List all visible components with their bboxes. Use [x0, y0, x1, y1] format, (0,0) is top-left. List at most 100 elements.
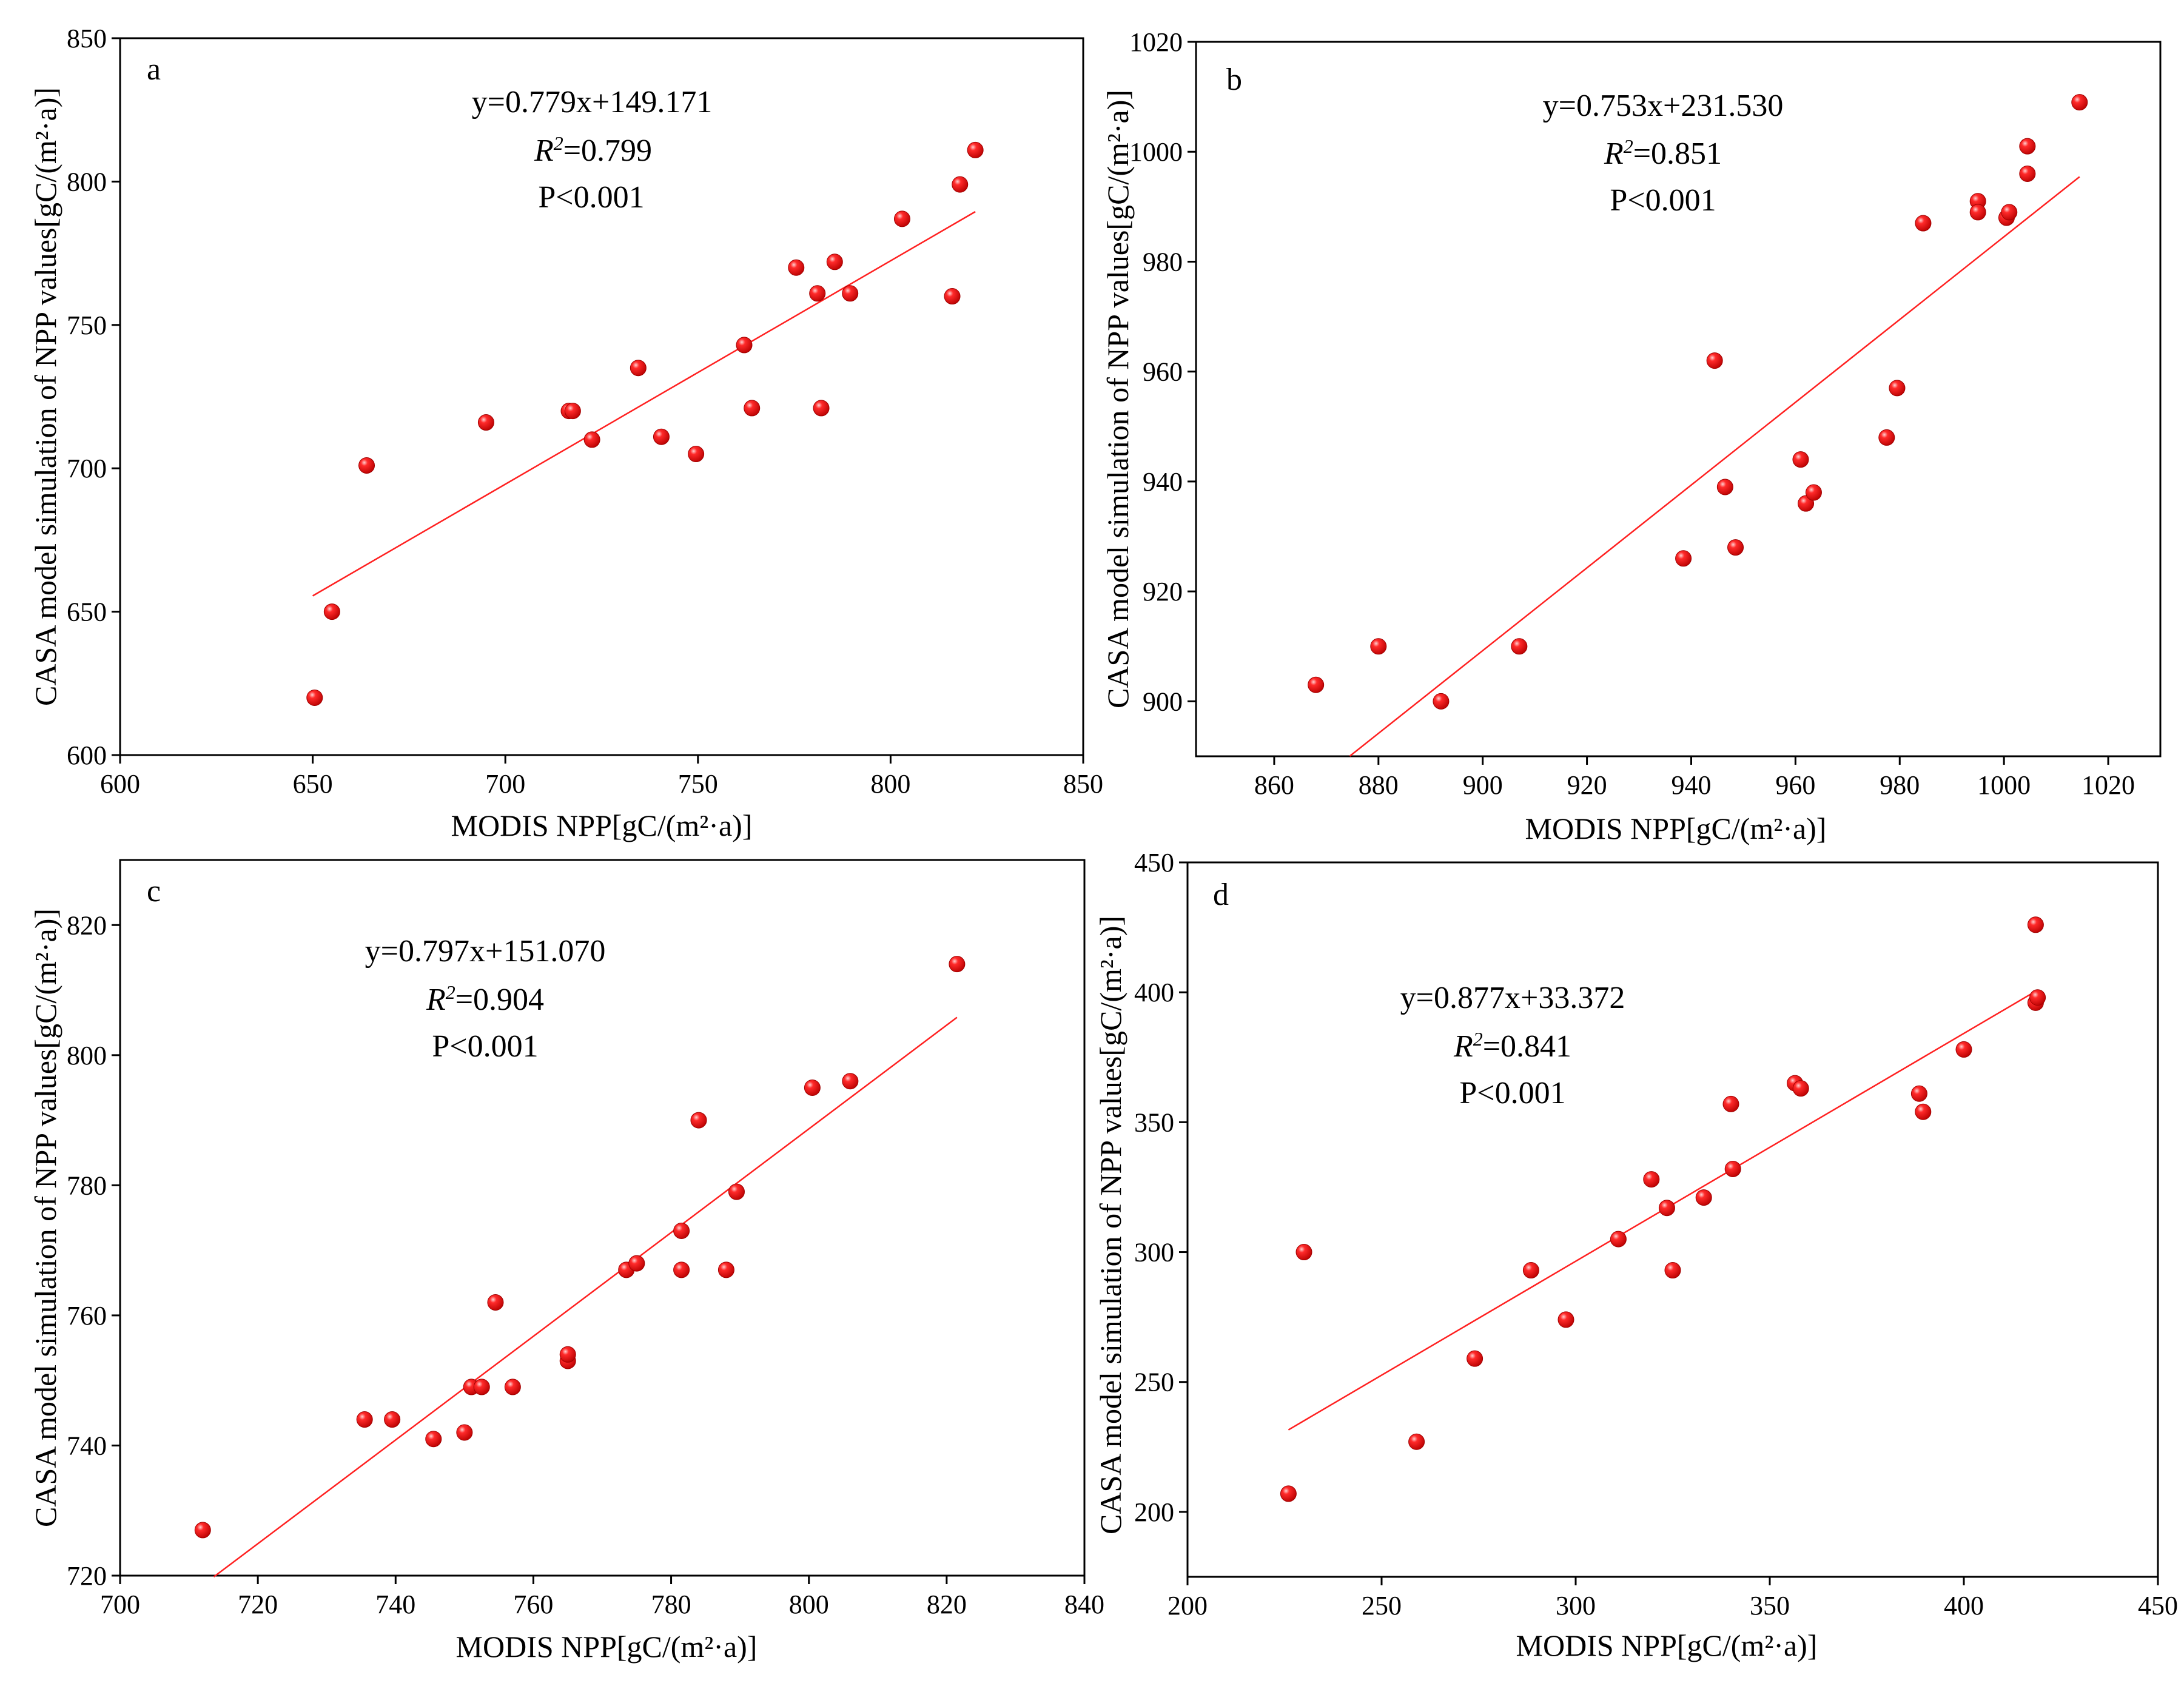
data-point [809, 285, 826, 302]
r-superscript: 2 [1624, 135, 1633, 157]
fit-line [312, 210, 976, 597]
data-point [1643, 1171, 1660, 1188]
y-axis-title: CASA model simulation of NPP values[gC/(… [29, 87, 62, 706]
data-point [1658, 1200, 1675, 1217]
data-point [2027, 916, 2044, 933]
y-tick-label: 1000 [1129, 137, 1183, 167]
x-tick-labels: 700 720 740 760 780 800 820 840 [100, 1590, 1104, 1619]
x-tick-label: 900 [1463, 770, 1503, 800]
panel-label: a [147, 52, 161, 87]
x-tick-label: 1000 [1977, 770, 2031, 800]
plot-frame [1186, 861, 2159, 1578]
fit-line [1349, 176, 2080, 757]
x-axis-title: MODIS NPP[gC/(m²·a)] [1525, 811, 1827, 845]
data-point [583, 431, 600, 448]
y-tick-labels: 200 250 300 350 400 450 [1134, 848, 1174, 1527]
y-tick-label: 780 [67, 1170, 107, 1200]
x-tick-label: 650 [293, 769, 333, 799]
x-tick-label: 960 [1775, 770, 1815, 800]
y-tick-label: 400 [1134, 978, 1174, 1007]
data-point [1557, 1311, 1574, 1328]
r-symbol: R [426, 982, 446, 1017]
fit-line [213, 1016, 958, 1578]
data-point [628, 1255, 645, 1272]
x-tick-label: 700 [100, 1590, 140, 1619]
x-ticks [1273, 756, 2109, 765]
x-tick-label: 980 [1880, 770, 1920, 800]
plot-frame [1195, 41, 2162, 757]
data-point [306, 689, 323, 706]
x-tick-labels: 200 250 300 350 400 450 [1168, 1591, 2178, 1621]
y-tick-label: 820 [67, 910, 107, 940]
plot-frame [119, 859, 1086, 1577]
data-point [1727, 539, 1744, 556]
data-point [358, 457, 375, 474]
y-tick-label: 900 [1143, 687, 1183, 716]
y-tick-label: 940 [1143, 467, 1183, 497]
r-squared: R2=0.799 [534, 132, 652, 168]
r-symbol: R [1453, 1029, 1473, 1064]
x-tick-label: 840 [1064, 1590, 1104, 1619]
x-tick-label: 820 [927, 1590, 967, 1619]
x-tick-label: 720 [238, 1590, 278, 1619]
y-axis-title: CASA model simulation of NPP values[gC/(… [29, 908, 62, 1527]
data-point [944, 288, 961, 305]
x-tick-label: 300 [1556, 1591, 1596, 1621]
data-point [1280, 1485, 1297, 1502]
x-axis-title: MODIS NPP[gC/(m²·a)] [451, 808, 753, 842]
data-point [804, 1079, 821, 1096]
r-superscript: 2 [446, 981, 455, 1003]
x-tick-label: 700 [485, 769, 525, 799]
y-tick-labels: 600 650 700 750 800 850 [67, 24, 107, 770]
data-point [673, 1261, 690, 1278]
y-tick-label: 800 [67, 1041, 107, 1070]
data-point [425, 1431, 442, 1448]
y-tick-label: 960 [1143, 357, 1183, 387]
x-tick-label: 920 [1567, 770, 1607, 800]
data-point [1370, 638, 1387, 655]
data-points [1308, 94, 2088, 710]
y-tick-label: 920 [1143, 577, 1183, 606]
data-point [1792, 1080, 1809, 1097]
p-value: P<0.001 [432, 1029, 538, 1064]
data-point [744, 400, 761, 417]
r-symbol: R [1604, 136, 1624, 171]
x-tick-label: 800 [789, 1590, 829, 1619]
data-point [1695, 1189, 1712, 1206]
data-point [1511, 638, 1528, 655]
y-tick-label: 720 [67, 1561, 107, 1591]
data-point [653, 428, 670, 445]
x-tick-label: 860 [1254, 770, 1294, 800]
data-point [2019, 138, 2036, 155]
plot-frame [119, 37, 1084, 756]
data-point [323, 603, 340, 620]
x-tick-label: 750 [678, 769, 718, 799]
x-tick-label: 350 [1750, 1591, 1790, 1621]
r-squared: R2=0.851 [1604, 135, 1722, 171]
data-point [2029, 989, 2046, 1006]
panel-label: c [147, 874, 161, 908]
regression-equation: y=0.797x+151.070 [365, 934, 606, 969]
y-axis-title: CASA model simulation of NPP values[gC/(… [1094, 916, 1127, 1534]
data-point [690, 1112, 707, 1129]
data-point [728, 1183, 745, 1200]
r-superscript: 2 [554, 132, 563, 154]
x-tick-label: 450 [2138, 1591, 2178, 1621]
y-tick-label: 850 [67, 24, 107, 53]
data-point [356, 1411, 373, 1428]
panel-label: b [1226, 62, 1242, 97]
data-point [1295, 1244, 1312, 1261]
y-axis-title: CASA model simulation of NPP values[gC/(… [1101, 90, 1135, 708]
p-value: P<0.001 [1610, 183, 1716, 218]
data-point [2071, 94, 2088, 111]
y-tick-label: 760 [67, 1301, 107, 1331]
y-tick-label: 650 [67, 597, 107, 627]
y-tick-label: 300 [1134, 1238, 1174, 1268]
data-point [194, 1522, 211, 1539]
panel-label: d [1213, 878, 1229, 912]
x-tick-label: 250 [1362, 1591, 1402, 1621]
data-point [673, 1222, 690, 1239]
data-point [1675, 550, 1692, 567]
data-point [1433, 693, 1450, 710]
y-ticks [1188, 41, 1196, 702]
